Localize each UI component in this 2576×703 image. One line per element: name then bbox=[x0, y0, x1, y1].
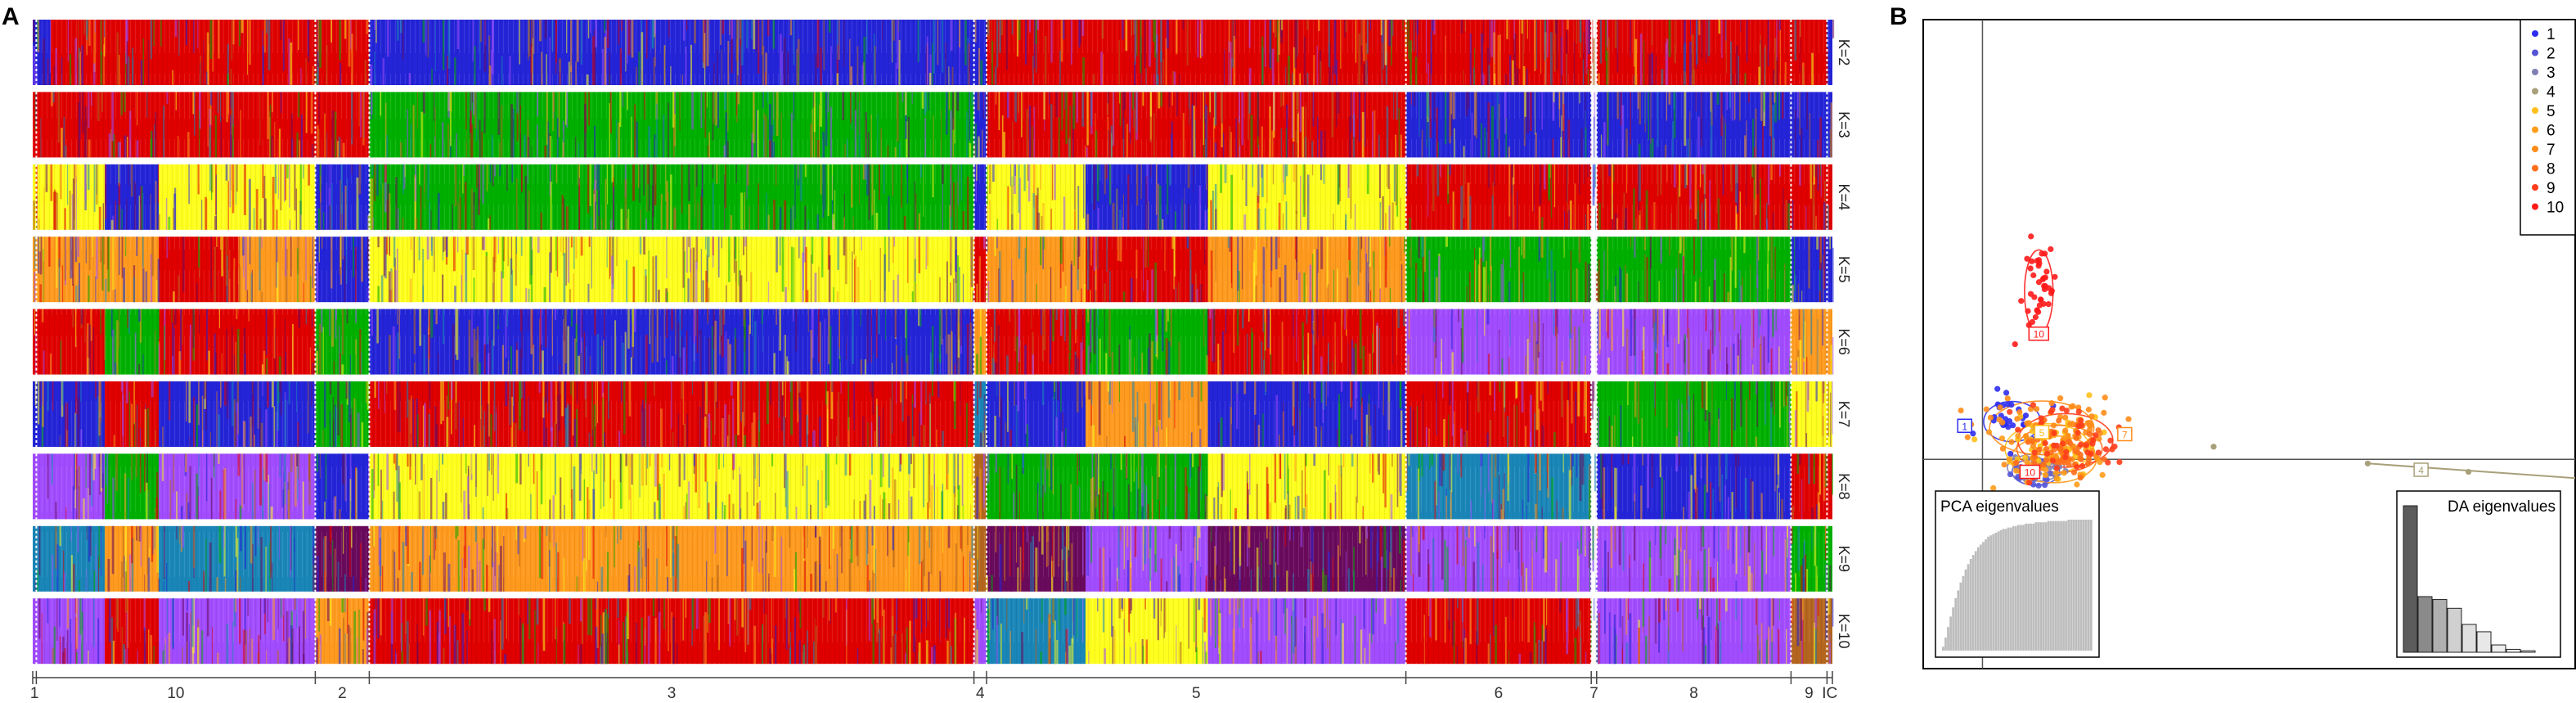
k-label: K=6 bbox=[1836, 328, 1852, 355]
texture bbox=[33, 309, 1832, 375]
texture bbox=[33, 453, 1832, 520]
texture bbox=[33, 237, 1832, 303]
k-label: K=7 bbox=[1836, 401, 1852, 428]
streak bbox=[1832, 20, 1835, 38]
k-row-k5: K=5 bbox=[33, 237, 1852, 303]
texture bbox=[33, 20, 1832, 85]
panel-label-b: B bbox=[1890, 3, 1908, 30]
k-row-k2: K=2 bbox=[33, 20, 1852, 86]
texture bbox=[33, 381, 1832, 447]
k-label: K=5 bbox=[1836, 256, 1852, 283]
streak bbox=[1832, 337, 1834, 375]
texture bbox=[33, 92, 1832, 158]
k-row-k7: K=7 bbox=[33, 381, 1852, 447]
k-label: K=2 bbox=[1836, 39, 1852, 66]
k-row-k4: K=4 bbox=[33, 164, 1852, 230]
k-row-k3: K=3 bbox=[33, 92, 1852, 158]
k-row-k8: K=8 bbox=[33, 453, 1852, 520]
streak bbox=[1832, 247, 1834, 303]
panel-label-a: A bbox=[2, 3, 20, 30]
k-label: K=8 bbox=[1836, 473, 1852, 500]
k-label: K=3 bbox=[1836, 111, 1852, 138]
k-row-k6: K=6 bbox=[33, 309, 1852, 375]
streak bbox=[1832, 453, 1834, 495]
structure-plot: K=2K=3K=4K=5K=6K=7K=8K=9K=10 bbox=[33, 20, 1852, 665]
k-label: K=4 bbox=[1836, 184, 1852, 211]
texture bbox=[33, 164, 1832, 230]
k-row-k9: K=9 bbox=[33, 525, 1852, 592]
